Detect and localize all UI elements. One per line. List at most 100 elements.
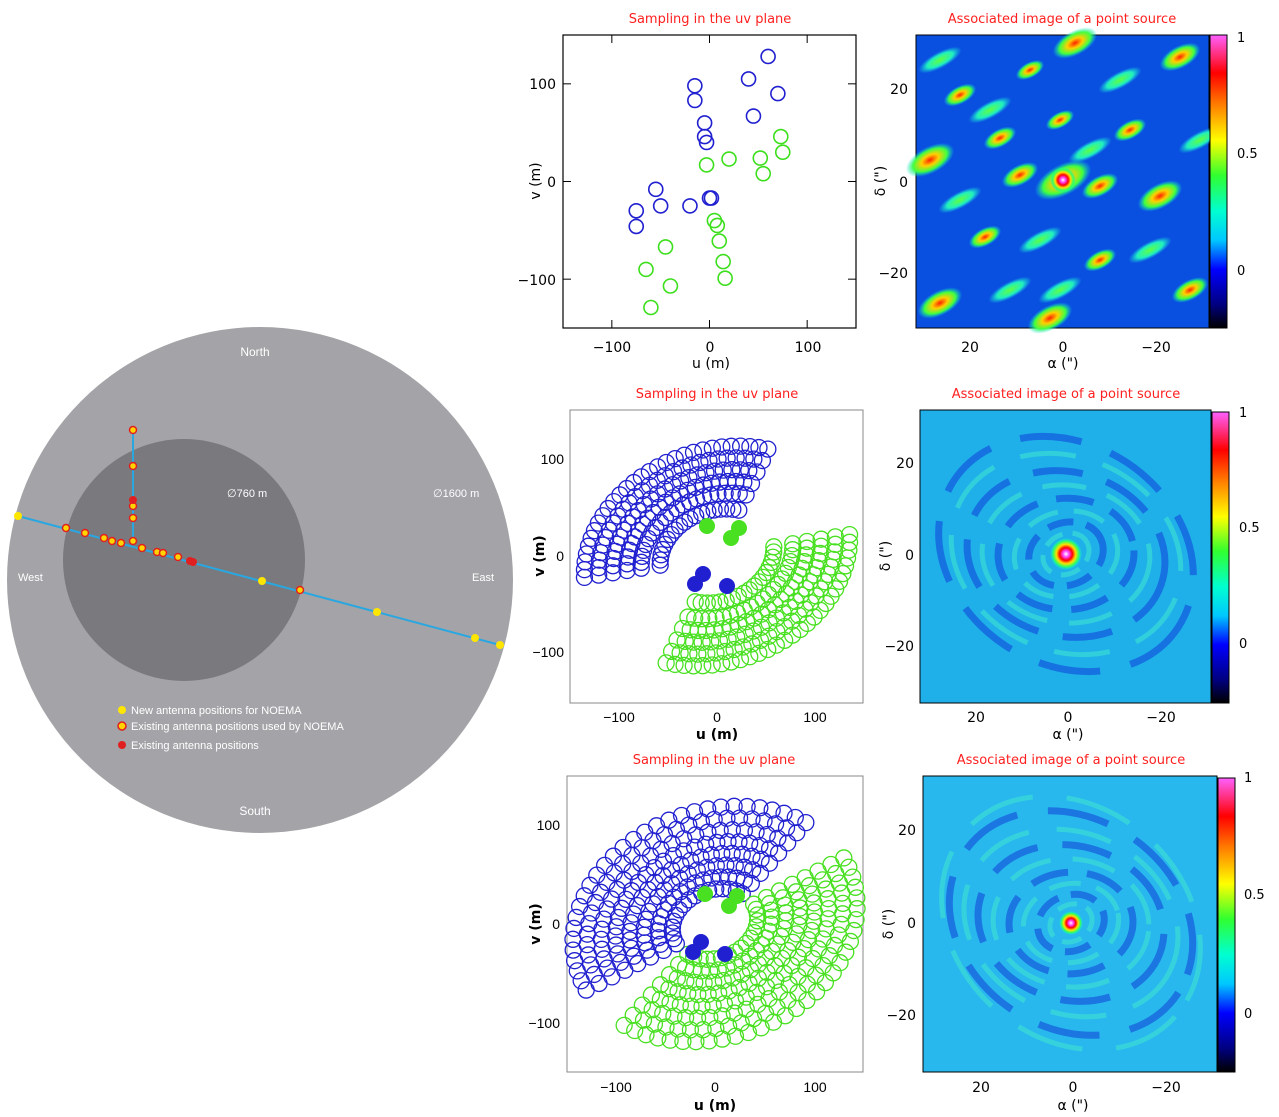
uv-track-point (643, 1001, 661, 1019)
uv-point (647, 181, 664, 198)
sidelobe (905, 142, 955, 178)
used-antenna-marker (128, 536, 138, 546)
uv-point (628, 218, 645, 235)
uv-point (711, 233, 728, 249)
uv-track-point (703, 869, 721, 887)
sidelobe-ring (1040, 530, 1092, 578)
uv-track-point (661, 1031, 679, 1049)
uv-xtick-2b: 0 (713, 709, 721, 725)
uv-track-point (617, 890, 635, 908)
sidelobe-ring (963, 467, 1169, 641)
uv-track-point (711, 473, 729, 491)
uv-title-2: Sampling in the uv plane (636, 387, 799, 402)
uv-track-point (769, 829, 787, 847)
uv-track-point (777, 819, 796, 837)
uv-track-point (686, 874, 704, 892)
uv-track-point (701, 962, 719, 980)
uv-track-point (664, 912, 683, 930)
uv-point (715, 253, 731, 270)
uv-track-point (698, 645, 716, 663)
uv-track-point (572, 972, 590, 990)
psf-xlabel-1: α (") (1047, 356, 1078, 372)
psf-peak-1 (1050, 167, 1076, 193)
uv-track-point (717, 946, 733, 962)
uv-track-point (709, 450, 727, 468)
uv-point (752, 150, 769, 166)
uv-track-point (703, 439, 721, 457)
uv-track-point (844, 868, 862, 886)
uv-track-point (741, 437, 759, 456)
psf-ytick-2c: −20 (884, 639, 914, 655)
uv-track-point (805, 894, 823, 912)
uv-track-point (797, 813, 815, 832)
psf-ytick-2a: 20 (896, 456, 914, 472)
cbar-tick-1b: 0.5 (1237, 147, 1258, 162)
sidelobe-ring (961, 826, 1181, 1020)
psf-title-1: Associated image of a point source (948, 12, 1176, 27)
uv-track-point (713, 620, 732, 638)
uv-track-point (702, 846, 720, 864)
uv-track-point (671, 472, 690, 490)
uv-track-point (670, 901, 688, 919)
outer-diameter-label: ∅1600 m (433, 488, 479, 500)
uv-xtick-3a: −100 (600, 1079, 632, 1095)
uv-track-point (673, 459, 691, 477)
uv-track-point (702, 633, 720, 651)
uv-track-point (720, 868, 738, 886)
uv-ytick-1c: −100 (518, 273, 556, 289)
uv-track-point (757, 563, 775, 582)
site-map: North South West East ∅760 m ∅1600 m New… (7, 327, 513, 833)
uv-ytick-2c: −100 (532, 644, 564, 660)
uv-track-point (719, 630, 737, 648)
sidelobe (1137, 180, 1183, 212)
sidelobe (917, 287, 963, 319)
uv-track-point (727, 449, 745, 467)
psf-sidelobes-1 (905, 27, 1222, 334)
uv-track-point (748, 463, 766, 481)
uv-track-point (741, 648, 759, 666)
uv-ytick-3b: 0 (552, 916, 560, 932)
uv-track-point (660, 980, 678, 998)
uv-track-point (700, 1032, 718, 1050)
used-antenna-marker (128, 425, 138, 435)
uv-track-point (731, 650, 750, 669)
uv-track-point (585, 522, 604, 540)
sidelobe (1098, 66, 1142, 94)
uv-track-point (654, 852, 673, 870)
uv-track-point (693, 610, 711, 628)
uv-track-point (604, 847, 623, 865)
uv-track-point (750, 438, 768, 457)
uv-track-point (564, 930, 582, 948)
uv-points-1 (628, 48, 791, 316)
psf-peak-2 (1050, 538, 1082, 570)
uv-track-point (752, 850, 770, 868)
psf-ytick-1c: −20 (878, 266, 908, 282)
north-label: North (240, 345, 269, 359)
uv-track-point (751, 799, 769, 817)
uv-track-point (747, 918, 766, 936)
uv-point (628, 203, 645, 219)
uv-track-point (805, 912, 823, 930)
uv-track-point (834, 564, 852, 583)
uv-xlabel-1: u (m) (692, 356, 730, 372)
uv-track-point (723, 461, 741, 479)
uv-point (740, 71, 757, 87)
uv-frame-3 (566, 775, 864, 1073)
sidelobe (1128, 236, 1172, 264)
uv-track-point (737, 486, 755, 504)
sidelobe-ring (1034, 890, 1108, 956)
used-antenna-marker (137, 543, 147, 553)
uv-track-point (688, 861, 706, 879)
uv-point (662, 278, 679, 294)
uv-track-point (575, 561, 594, 579)
uv-track-point (824, 964, 842, 982)
uv-track-point (757, 978, 776, 996)
uv-track-point (662, 526, 680, 544)
uv-track-point (672, 806, 691, 825)
uv-track-point (575, 568, 594, 587)
uv-track-point (668, 969, 687, 987)
uv-point (698, 157, 715, 173)
sidelobe (1001, 162, 1039, 188)
colorbar-1 (1209, 34, 1228, 329)
uv-point (703, 190, 720, 206)
